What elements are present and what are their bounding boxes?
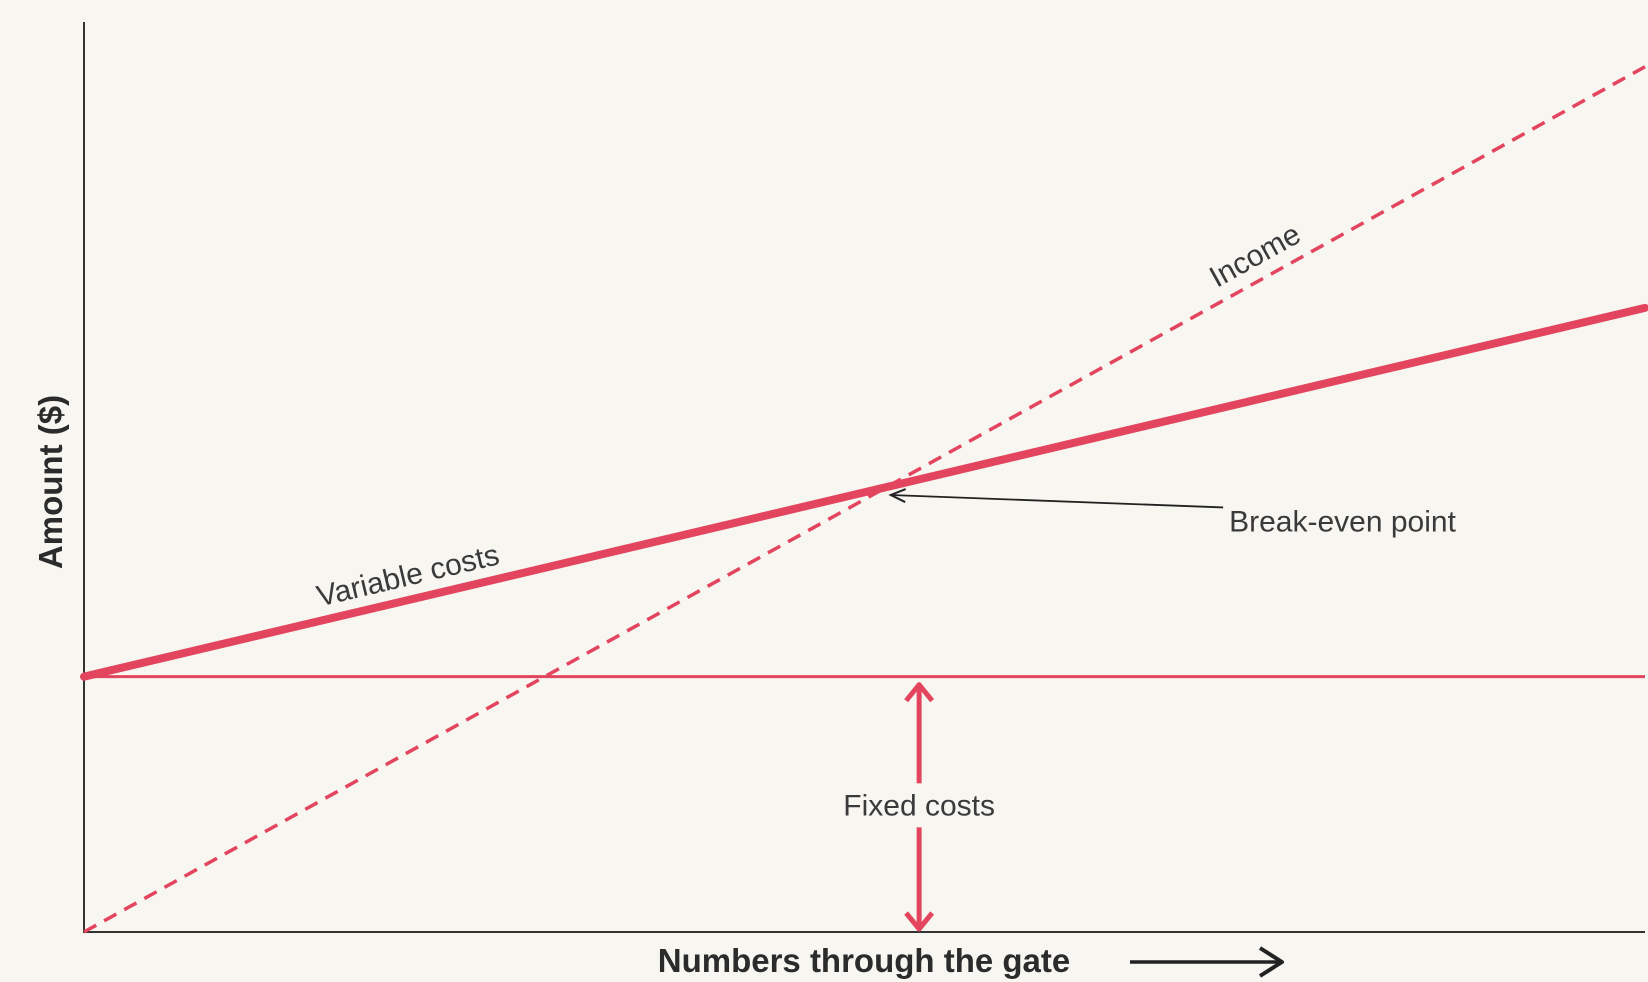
series-line-variable-costs bbox=[80, 303, 1648, 681]
right-arrow-icon bbox=[1130, 946, 1284, 978]
pointer-shaft bbox=[890, 494, 1224, 509]
x-axis-title: Numbers through the gate bbox=[658, 942, 1071, 979]
fixed-costs-arrow-down-head bbox=[904, 911, 935, 932]
pointer-head bbox=[888, 488, 907, 503]
annotation-fixed-costs: Fixed costs bbox=[843, 789, 995, 822]
fixed-costs-label-background bbox=[824, 783, 1015, 828]
fixed-costs-arrow-up-head bbox=[904, 682, 935, 703]
break-even-pointer-arrow bbox=[888, 488, 1224, 509]
annotation-break-even-point: Break-even point bbox=[1229, 505, 1456, 538]
y-axis-title: Amount ($) bbox=[32, 395, 69, 569]
